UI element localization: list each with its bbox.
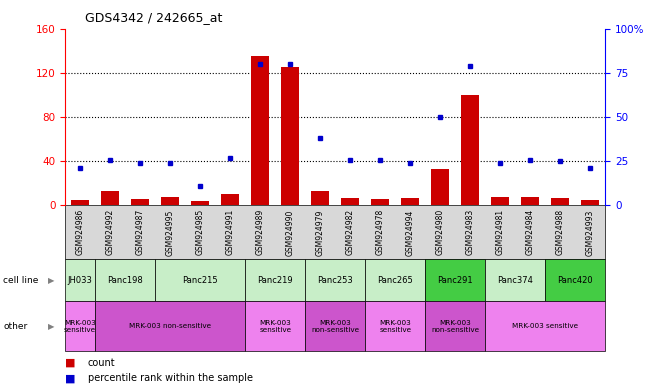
Text: MRK-003
non-sensitive: MRK-003 non-sensitive — [311, 320, 359, 333]
Text: GSM924980: GSM924980 — [436, 209, 445, 255]
Text: ▶: ▶ — [48, 276, 54, 285]
Bar — [521, 197, 540, 205]
Text: Panc215: Panc215 — [182, 276, 218, 285]
Text: MRK-003
sensitive: MRK-003 sensitive — [64, 320, 96, 333]
Text: Panc420: Panc420 — [558, 276, 593, 285]
Bar — [251, 56, 270, 205]
Bar — [221, 194, 239, 205]
Text: Panc253: Panc253 — [318, 276, 353, 285]
Text: GSM924994: GSM924994 — [406, 209, 415, 255]
Text: MRK-003
non-sensitive: MRK-003 non-sensitive — [431, 320, 479, 333]
Bar — [401, 198, 419, 205]
Text: GSM924987: GSM924987 — [135, 209, 145, 255]
Bar — [161, 197, 179, 205]
Text: Panc374: Panc374 — [497, 276, 533, 285]
Bar — [341, 198, 359, 205]
Text: Panc265: Panc265 — [378, 276, 413, 285]
Text: MRK-003
sensitive: MRK-003 sensitive — [380, 320, 411, 333]
Text: GSM924995: GSM924995 — [165, 209, 174, 255]
Text: GSM924983: GSM924983 — [466, 209, 475, 255]
Text: GSM924986: GSM924986 — [76, 209, 85, 255]
Text: MRK-003 sensitive: MRK-003 sensitive — [512, 323, 579, 329]
Text: percentile rank within the sample: percentile rank within the sample — [88, 373, 253, 383]
Text: GSM924979: GSM924979 — [316, 209, 325, 255]
Text: GDS4342 / 242665_at: GDS4342 / 242665_at — [85, 12, 222, 25]
Text: ■: ■ — [65, 358, 76, 368]
Bar — [371, 199, 389, 205]
Bar — [131, 199, 149, 205]
Text: ▶: ▶ — [48, 322, 54, 331]
Bar — [71, 200, 89, 205]
Text: GSM924978: GSM924978 — [376, 209, 385, 255]
Text: GSM924992: GSM924992 — [105, 209, 115, 255]
Bar — [432, 169, 449, 205]
Bar — [101, 191, 119, 205]
Text: JH033: JH033 — [68, 276, 92, 285]
Bar — [581, 200, 600, 205]
Bar — [462, 95, 479, 205]
Text: GSM924993: GSM924993 — [586, 209, 595, 255]
Bar — [191, 201, 209, 205]
Text: MRK-003 non-sensitive: MRK-003 non-sensitive — [129, 323, 211, 329]
Bar — [551, 198, 570, 205]
Text: GSM924985: GSM924985 — [196, 209, 204, 255]
Bar — [492, 197, 509, 205]
Text: GSM924984: GSM924984 — [526, 209, 535, 255]
Text: GSM924981: GSM924981 — [496, 209, 505, 255]
Text: Panc291: Panc291 — [437, 276, 473, 285]
Text: GSM924988: GSM924988 — [556, 209, 565, 255]
Text: count: count — [88, 358, 115, 368]
Text: cell line: cell line — [3, 276, 38, 285]
Bar — [311, 191, 329, 205]
Text: GSM924991: GSM924991 — [226, 209, 235, 255]
Text: Panc219: Panc219 — [257, 276, 293, 285]
Text: other: other — [3, 322, 27, 331]
Bar — [281, 68, 299, 205]
Text: ■: ■ — [65, 373, 76, 383]
Text: GSM924982: GSM924982 — [346, 209, 355, 255]
Text: Panc198: Panc198 — [107, 276, 143, 285]
Text: GSM924990: GSM924990 — [286, 209, 295, 255]
Text: MRK-003
sensitive: MRK-003 sensitive — [259, 320, 291, 333]
Text: GSM924989: GSM924989 — [256, 209, 265, 255]
